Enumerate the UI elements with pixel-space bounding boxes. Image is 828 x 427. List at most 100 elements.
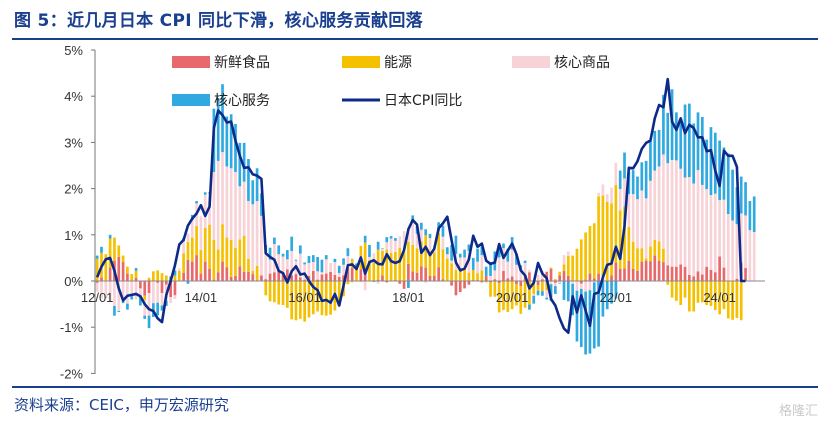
bar-segment (523, 260, 527, 263)
bar-segment (566, 275, 570, 281)
bar-segment (182, 253, 185, 273)
bar-segment (389, 252, 393, 281)
bar-segment (662, 262, 665, 281)
bar-segment (199, 250, 203, 274)
bar-segment (722, 147, 726, 200)
bar-segment (195, 226, 198, 256)
legend-swatch (342, 56, 380, 68)
bar-segment (692, 281, 696, 312)
bar-segment (601, 195, 605, 281)
bar-segment (675, 281, 678, 301)
bar-segment (126, 266, 129, 274)
bar-segment (329, 271, 332, 281)
bar-segment (545, 297, 549, 300)
bar-segment (597, 192, 600, 197)
bar-segment (476, 273, 479, 281)
bar-segment (532, 281, 536, 294)
bar-segment (311, 281, 315, 315)
bar-segment (653, 130, 657, 171)
bar-segment (100, 277, 103, 281)
bar-segment (722, 281, 726, 310)
bar-segment (363, 281, 367, 291)
bar-segment (696, 112, 700, 171)
bar-segment (476, 248, 479, 262)
bar-segment (463, 281, 466, 289)
bar-segment (359, 269, 363, 281)
bar-segment (636, 176, 639, 200)
bar-segment (156, 281, 160, 283)
bar-segment (121, 300, 125, 304)
bar-segment (571, 255, 574, 281)
bar-segment (277, 281, 281, 305)
bar-segment (640, 190, 644, 249)
bar-segment (480, 246, 484, 256)
bar-segment (281, 256, 285, 274)
bar-segment (731, 220, 734, 281)
bar-segment (307, 262, 311, 276)
bar-segment (415, 272, 419, 281)
bar-segment (502, 248, 505, 271)
bar-segment (722, 199, 726, 268)
bar-segment (264, 281, 268, 296)
bar-segment (558, 271, 562, 276)
bar-segment (273, 272, 276, 281)
bar-segment (381, 248, 384, 251)
bar-segment (303, 264, 306, 280)
bar-segment (381, 275, 384, 281)
bar-segment (134, 277, 138, 281)
bar-segment (177, 270, 181, 281)
bar-segment (212, 171, 216, 240)
bar-segment (143, 315, 147, 319)
bar-segment (242, 181, 246, 236)
bar-segment (497, 257, 501, 281)
bar-segment (342, 258, 345, 265)
bar-segment (493, 279, 497, 281)
x-tick-label: 12/01 (81, 290, 114, 305)
bar-segment (610, 187, 613, 204)
bar-segment (324, 273, 328, 281)
bar-segment (450, 263, 453, 281)
bar-segment (700, 274, 704, 281)
bar-segment (242, 271, 246, 281)
bar-segment (614, 262, 618, 281)
bar-segment (705, 139, 708, 190)
bar-segment (229, 168, 233, 240)
bar-segment (610, 281, 613, 304)
bar-segment (121, 255, 125, 263)
bar-segment (320, 274, 324, 281)
bar-segment (670, 281, 674, 298)
bar-segment (666, 265, 670, 281)
bar-segment (562, 270, 566, 281)
bar-segment (199, 273, 203, 281)
bar-segment (696, 281, 700, 303)
bar-segment (458, 271, 462, 281)
bar-segment (744, 268, 747, 281)
bar-segment (398, 236, 402, 248)
bar-segment (623, 268, 626, 281)
bar-segment (722, 267, 726, 281)
bar-segment (480, 270, 484, 281)
bar-segment (614, 184, 618, 263)
bar-segment (584, 279, 587, 281)
bar-segment (610, 203, 613, 276)
bar-segment (303, 281, 306, 322)
y-tick-label: -2% (60, 366, 84, 381)
bar-segment (117, 245, 121, 257)
legend-label: 日本CPI同比 (384, 93, 462, 109)
bar-segment (190, 261, 194, 281)
bar-segment (139, 281, 142, 289)
bar-segment (584, 291, 587, 355)
bar-segment (627, 226, 631, 261)
bar-segment (502, 243, 505, 249)
bar-segment (644, 260, 648, 281)
bar-segment (528, 269, 531, 273)
bar-segment (337, 281, 341, 306)
cpi-yoy-line (95, 77, 746, 335)
bar-segment (713, 193, 717, 273)
bar-segment (592, 223, 596, 279)
bar-segment (329, 281, 332, 315)
bar-segment (424, 235, 428, 268)
bar-segment (506, 248, 510, 262)
y-tick-label: 5% (64, 43, 83, 58)
bar-segment (324, 259, 328, 274)
